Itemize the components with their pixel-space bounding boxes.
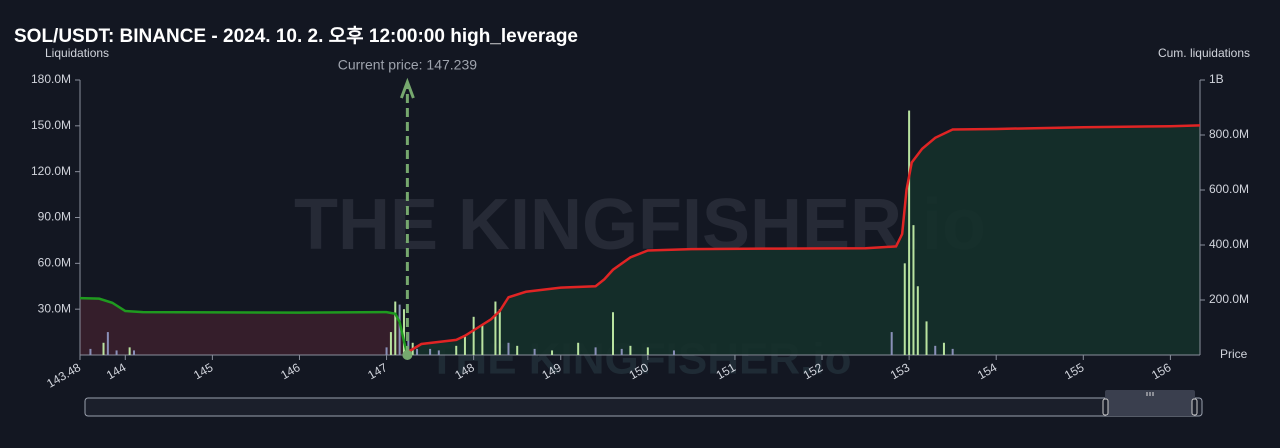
bar (594, 347, 597, 355)
bar (416, 348, 419, 355)
bar (455, 345, 458, 355)
bar (429, 348, 432, 355)
y2-tick-label: 600.0M (1209, 182, 1249, 196)
cumulative-line (406, 124, 1201, 354)
bar (89, 348, 92, 355)
bar (934, 345, 937, 355)
bar (463, 336, 466, 355)
bar (951, 348, 954, 355)
bar (646, 347, 649, 355)
y-tick-label: 150.0M (31, 118, 71, 132)
bar (385, 347, 388, 355)
bar (551, 350, 554, 355)
bar (394, 301, 397, 355)
chart-title: SOL/USDT: BINANCE - 2024. 10. 2. 오후 12:0… (14, 25, 578, 47)
bar (942, 342, 945, 355)
range-slider[interactable] (84, 397, 1203, 417)
bar (577, 342, 580, 355)
x-axis-label: Price (1220, 347, 1248, 361)
current-price-label: Current price: 147.239 (338, 57, 478, 73)
y-tick-label: 180.0M (31, 72, 71, 86)
bar (912, 225, 915, 355)
bar (533, 348, 536, 355)
y2-axis-label: Cum. liquidations (1158, 46, 1250, 60)
bar (494, 301, 497, 355)
y-tick-label: 60.0M (38, 256, 71, 270)
y-tick-label: 90.0M (38, 210, 71, 224)
bar (398, 304, 401, 355)
bar (516, 345, 519, 355)
bar (620, 348, 623, 355)
bar (106, 332, 109, 355)
bar (472, 316, 475, 355)
current-price-arrow (399, 77, 415, 99)
range-handle[interactable] (1191, 398, 1198, 416)
range-slider-window[interactable] (1105, 390, 1195, 416)
bar (507, 342, 510, 355)
bar (102, 342, 105, 355)
y-tick-label: 30.0M (38, 301, 71, 315)
bar (128, 347, 131, 355)
bar (389, 332, 392, 355)
bar (437, 350, 440, 355)
bar (672, 350, 675, 355)
bar (903, 263, 906, 355)
y2-tick-label: 400.0M (1209, 237, 1249, 251)
y-axis-label: Liquidations (45, 46, 109, 60)
bar (481, 324, 484, 355)
area-fill (407, 125, 1200, 355)
bar (115, 350, 118, 355)
bar (890, 332, 893, 355)
bar (402, 309, 405, 355)
bar (925, 321, 928, 355)
range-handle[interactable] (1102, 398, 1109, 416)
y-tick-label: 120.0M (31, 164, 71, 178)
y2-tick-label: 1B (1209, 72, 1224, 86)
bar (407, 332, 410, 355)
bar (612, 312, 615, 355)
y2-tick-label: 800.0M (1209, 127, 1249, 141)
bar (132, 350, 135, 355)
bar (916, 286, 919, 355)
bar (498, 309, 501, 355)
grip (1146, 392, 1154, 396)
y2-tick-label: 200.0M (1209, 292, 1249, 306)
bar (908, 110, 911, 355)
current-price-dot (402, 350, 413, 360)
cumulative-line (79, 296, 409, 356)
bar (629, 345, 632, 355)
